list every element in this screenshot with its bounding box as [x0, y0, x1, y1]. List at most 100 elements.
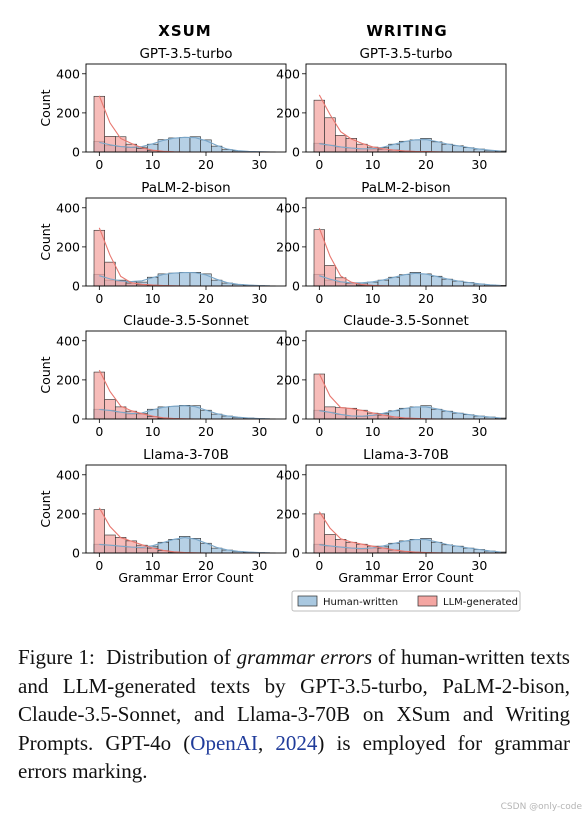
x-tick-label: 30: [471, 558, 487, 573]
y-tick-label: 200: [56, 105, 80, 120]
y-tick-label: 400: [276, 467, 300, 482]
panel-title: Llama-3-70B: [363, 447, 449, 463]
y-tick-label: 400: [276, 333, 300, 348]
y-tick-label: 400: [56, 333, 80, 348]
x-tick-label: 0: [315, 424, 323, 439]
y-tick-label: 400: [276, 66, 300, 81]
human-written-density-line: [319, 139, 501, 152]
llm-generated-bar: [104, 534, 116, 554]
x-tick-label: 0: [95, 424, 103, 439]
plot-frame: [305, 330, 507, 420]
human-written-bar: [409, 272, 421, 287]
y-axis-label: Count: [38, 89, 53, 126]
panel-title: PaLM-2-bison: [361, 180, 450, 196]
human-written-bar: [420, 273, 432, 287]
y-tick-label: 200: [276, 105, 300, 120]
x-tick-label: 10: [145, 558, 161, 573]
citation-author-link[interactable]: OpenAI: [190, 730, 258, 755]
caption-tail: ) is employed for grammar errors marking…: [18, 730, 571, 784]
human-written-density-line: [319, 538, 501, 553]
x-tick-label: 20: [418, 157, 434, 172]
human-written-bar: [179, 272, 191, 287]
x-axis-label: Grammar Error Count: [118, 570, 253, 585]
llm-generated-bar: [125, 410, 137, 420]
y-tick-label: 200: [56, 506, 80, 521]
panel-title: Llama-3-70B: [143, 447, 229, 463]
human-written-bar: [431, 541, 443, 554]
column-header-writing: WRITING: [366, 22, 447, 40]
y-tick-label: 0: [292, 546, 300, 561]
human-written-density-line: [99, 136, 271, 153]
human-written-bar: [441, 143, 453, 153]
human-written-bar: [431, 141, 443, 153]
x-tick-label: 10: [365, 424, 381, 439]
llm-generated-bar: [335, 135, 347, 153]
human-written-density-line: [99, 405, 271, 420]
legend: Human-written LLM-generated: [291, 590, 521, 612]
x-tick-label: 20: [198, 157, 214, 172]
x-tick-label: 0: [315, 558, 323, 573]
y-tick-label: 0: [72, 546, 80, 561]
llm-generated-bar: [93, 509, 105, 554]
human-written-bar: [441, 544, 453, 554]
y-axis-label: Count: [38, 490, 53, 527]
llm-generated-bar: [324, 534, 336, 554]
human-written-bar: [399, 274, 411, 287]
human-written-bar: [409, 139, 421, 153]
histogram-panel: Claude-3.5-Sonnet 0 200 400 0 10 20 30: [276, 313, 507, 439]
x-tick-label: 20: [418, 291, 434, 306]
x-tick-label: 30: [251, 424, 267, 439]
llm-generated-bar: [93, 371, 105, 420]
y-tick-label: 200: [276, 506, 300, 521]
plot-frame: [85, 63, 287, 153]
y-tick-label: 200: [276, 372, 300, 387]
figure-caption: Figure 1: Distribution of grammar errors…: [18, 643, 570, 786]
histogram-panel: Claude-3.5-Sonnet 0 200 400 0 10 20 30 Count: [38, 313, 287, 439]
y-tick-label: 400: [56, 66, 80, 81]
legend-label-human: Human-written: [323, 597, 398, 608]
y-tick-label: 200: [276, 239, 300, 254]
x-tick-label: 0: [95, 291, 103, 306]
x-tick-label: 30: [251, 558, 267, 573]
human-written-bar: [409, 406, 421, 420]
x-tick-label: 0: [95, 157, 103, 172]
human-written-bar: [179, 137, 191, 153]
human-written-density-line: [99, 537, 271, 554]
histogram-panel: Llama-3-70B 0 200 400 0 10 20 30 Count Grammar Er…: [38, 447, 287, 585]
human-written-bar: [189, 272, 201, 287]
y-axis-label: Count: [38, 223, 53, 260]
llm-generated-bar: [345, 407, 357, 420]
x-tick-label: 20: [418, 424, 434, 439]
human-written-density-line: [319, 272, 501, 286]
x-tick-label: 10: [365, 157, 381, 172]
llm-generated-bar: [313, 513, 325, 554]
caption-body: of human-written texts and LLM-generated…: [18, 645, 570, 755]
human-written-bar: [179, 536, 191, 554]
x-tick-label: 10: [365, 558, 381, 573]
human-written-bar: [168, 137, 180, 153]
y-tick-label: 400: [276, 200, 300, 215]
y-tick-label: 400: [56, 467, 80, 482]
watermark: CSDN @only-code: [500, 802, 582, 812]
column-header-xsum: XSUM: [158, 22, 211, 40]
histogram-panel: GPT-3.5-turbo 0 200 400 0 10 20 30 Count: [38, 46, 287, 172]
y-tick-label: 0: [292, 412, 300, 427]
caption-emphasis: grammar errors: [236, 645, 373, 669]
x-tick-label: 30: [471, 424, 487, 439]
x-tick-label: 20: [198, 424, 214, 439]
panel-title: Claude-3.5-Sonnet: [343, 313, 469, 329]
citation-year-link[interactable]: 2024: [275, 730, 318, 755]
x-tick-label: 10: [145, 291, 161, 306]
x-tick-label: 30: [251, 291, 267, 306]
y-tick-label: 0: [292, 279, 300, 294]
legend-box: [291, 590, 521, 612]
human-written-bar: [409, 539, 421, 554]
x-axis-label: Grammar Error Count: [338, 570, 473, 585]
y-tick-label: 200: [56, 372, 80, 387]
human-written-bar: [200, 139, 212, 153]
caption-citation-separator: ,: [257, 730, 276, 755]
plot-frame: [305, 63, 507, 153]
x-tick-label: 10: [145, 157, 161, 172]
